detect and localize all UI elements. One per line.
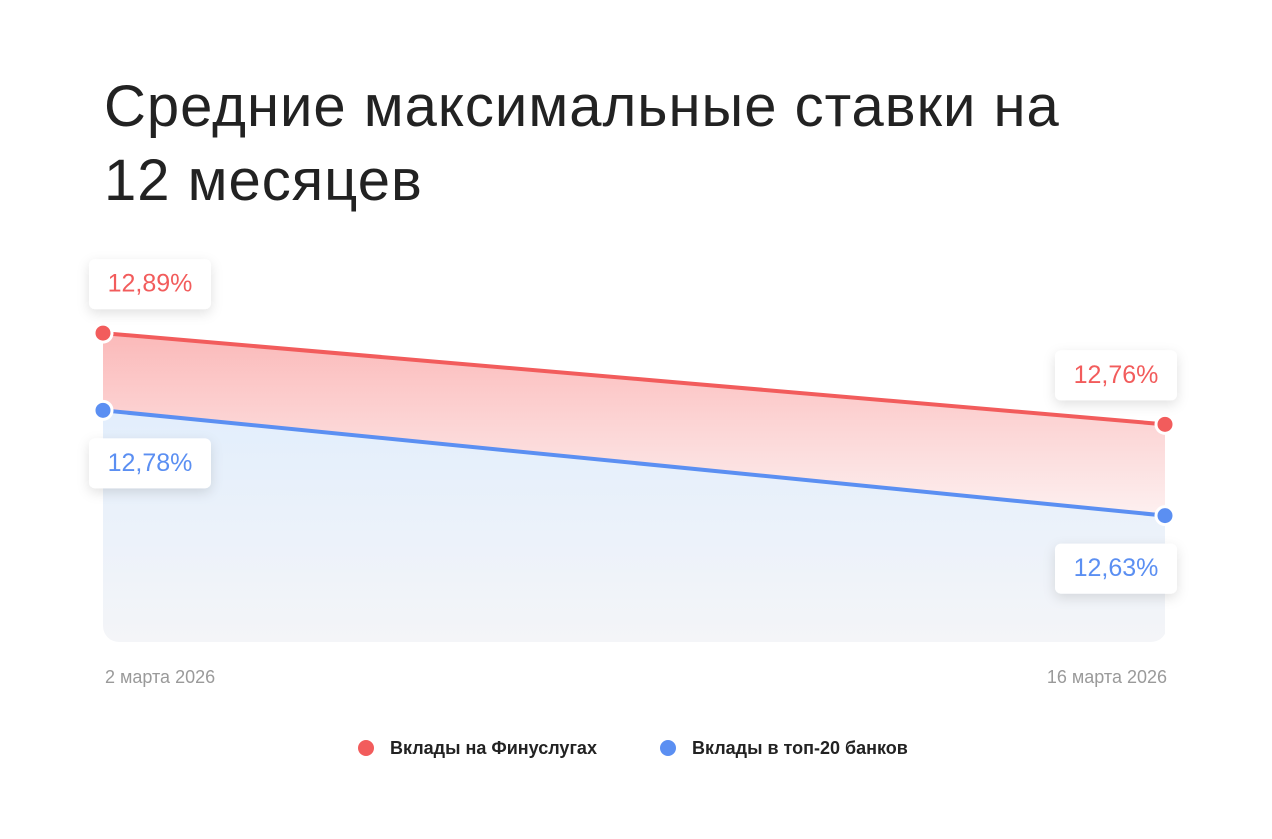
- legend-label: Вклады в топ-20 банков: [692, 738, 908, 758]
- value-label-box: [89, 438, 211, 489]
- point: [1154, 505, 1176, 527]
- value-label: 12,78%: [108, 449, 193, 477]
- value-label: 12,76%: [1074, 361, 1159, 389]
- area: [103, 410, 1165, 642]
- chart-title: Средние максимальные ставки на 12 месяце…: [104, 74, 1060, 213]
- area: [103, 333, 1165, 516]
- plot-area: [103, 333, 1165, 642]
- line: [102, 408, 1166, 518]
- point: [1154, 413, 1176, 435]
- value-label-box: [1055, 350, 1177, 401]
- value-label: 12,63%: [1074, 554, 1159, 582]
- legend-marker: [660, 740, 676, 756]
- legend-marker: [358, 740, 374, 756]
- value-label-box: [1055, 543, 1177, 594]
- x-tick-label: 16 марта 2026: [1047, 667, 1167, 687]
- point: [92, 399, 114, 421]
- value-label-box: [89, 259, 211, 310]
- legend-label: Вклады на Финуслугах: [390, 738, 597, 758]
- line: [102, 331, 1166, 427]
- x-tick-label: 2 марта 2026: [105, 667, 215, 687]
- point: [92, 322, 114, 344]
- value-label: 12,89%: [108, 270, 193, 298]
